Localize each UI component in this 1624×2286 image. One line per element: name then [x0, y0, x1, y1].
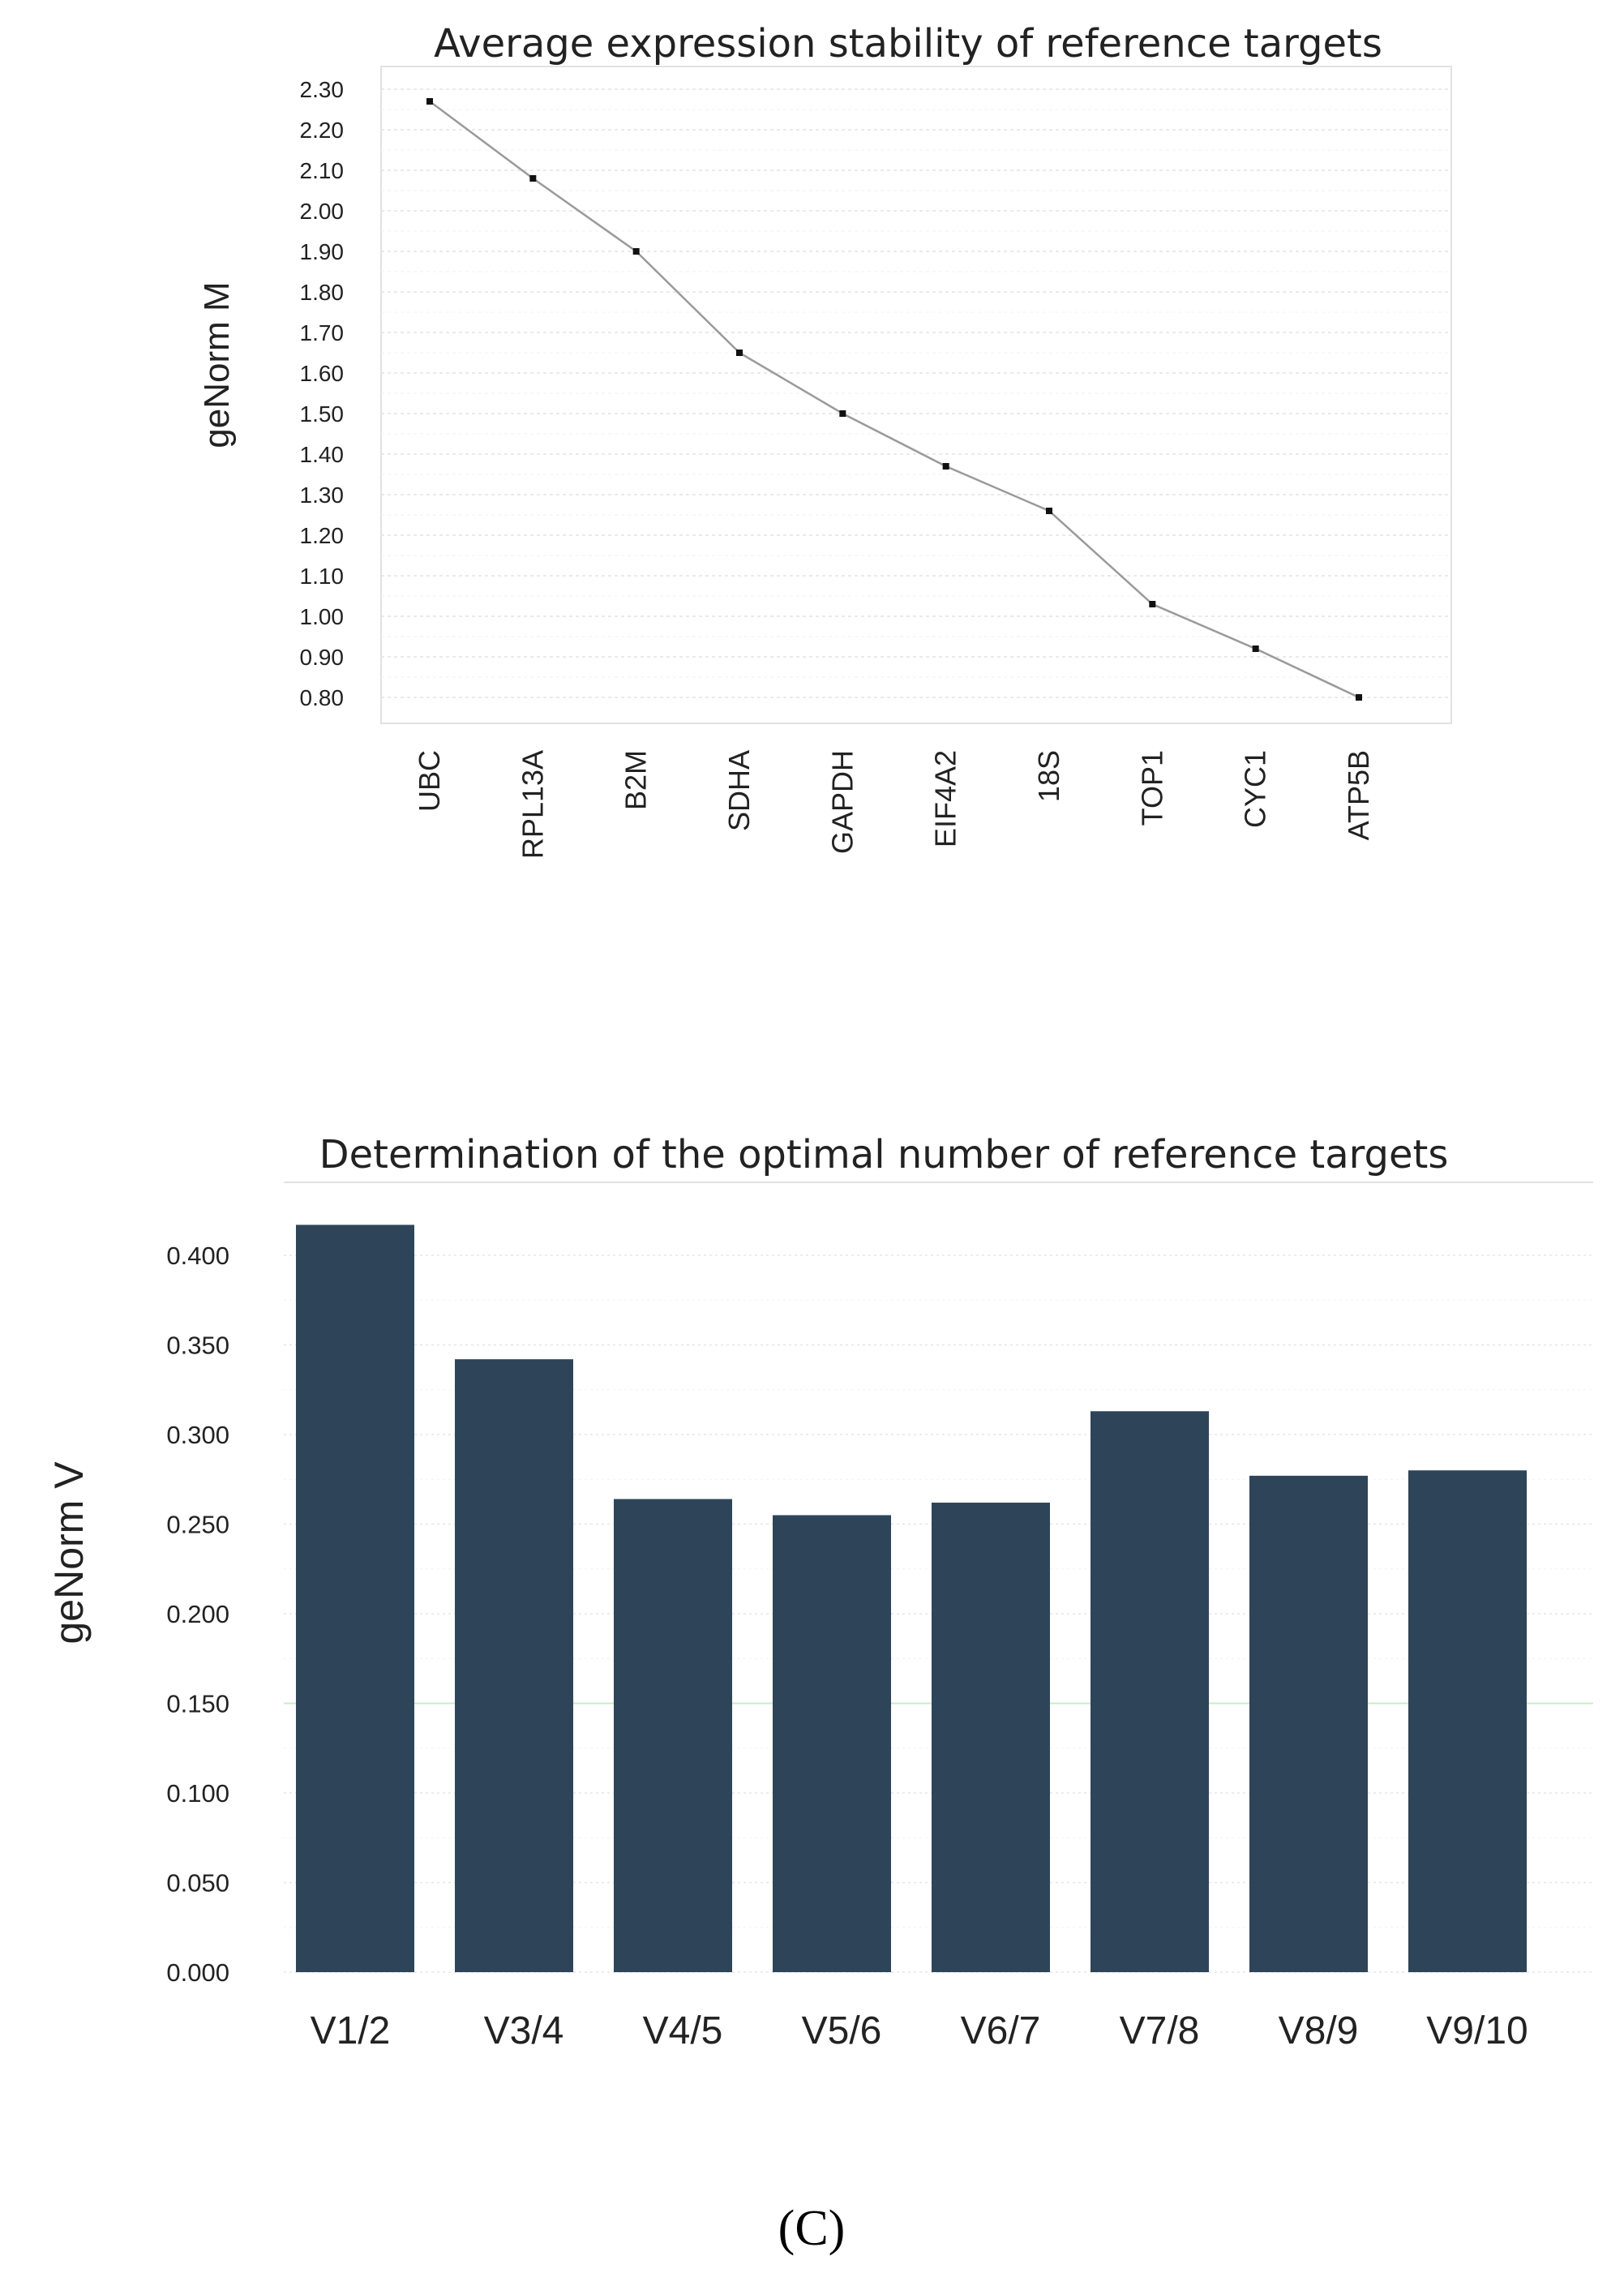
chart1-y-tick: 1.00: [300, 604, 345, 629]
chart2-y-tick: 0.300: [166, 1421, 229, 1449]
chart1-x-tick-labels: UBC RPL13A B2M SDHA GAPDH EIF4A2 18S TOP1 CYC1 AT…: [413, 750, 1375, 859]
chart1-point: [426, 98, 433, 105]
chart1-y-tick: 2.00: [300, 199, 345, 224]
chart1-point: [1149, 601, 1156, 607]
chart1-x-tick: CYC1: [1239, 750, 1272, 828]
chart1-point: [1356, 694, 1362, 701]
chart2-bar: [614, 1499, 732, 1972]
chart2-y-tick: 0.200: [166, 1600, 229, 1628]
chart2-x-tick: V6/7: [961, 2009, 1041, 2052]
chart1-points: [426, 98, 1362, 701]
chart2-bar: [1408, 1470, 1527, 1972]
chart2-y-tick: 0.350: [166, 1332, 229, 1360]
chart2-x-tick: V7/8: [1120, 2009, 1200, 2052]
chart1-point: [942, 463, 949, 470]
figure-caption: (C): [778, 2201, 846, 2256]
chart2-bar: [1249, 1475, 1368, 1972]
chart2-y-tick: 0.150: [166, 1690, 229, 1718]
chart2-x-tick: V9/10: [1426, 2009, 1528, 2052]
chart1-x-tick: B2M: [619, 750, 653, 810]
chart1-x-tick: SDHA: [722, 750, 756, 831]
chart1-x-tick: 18S: [1032, 750, 1065, 802]
chart1-x-tick: RPL13A: [516, 750, 549, 859]
chart1-point: [529, 175, 537, 182]
chart2-bar: [296, 1224, 414, 1972]
chart1-y-tick: 1.90: [300, 239, 345, 264]
chart2-x-tick: V8/9: [1279, 2009, 1359, 2052]
chart1-y-tick: 1.30: [300, 483, 345, 508]
chart2-x-tick-labels: V1/2 V3/4 V4/5 V5/6 V6/7 V7/8 V8/9 V9/10: [311, 2009, 1528, 2052]
chart1-series-line: [429, 100, 1360, 699]
chart1-y-axis-label: geNorm M: [197, 281, 237, 448]
chart2-y-tick: 0.050: [166, 1869, 229, 1898]
chart2-y-axis-label: geNorm V: [46, 1461, 92, 1645]
chart1-y-tick-labels: 0.80 0.90 1.00 1.10 1.20 1.30 1.40 1.50 1.60 1.70…: [300, 77, 345, 710]
chart2-x-tick: V3/4: [484, 2009, 564, 2052]
chart2-x-tick: V4/5: [643, 2009, 723, 2052]
chart1-y-tick: 1.70: [300, 320, 345, 345]
chart1-y-tick: 2.20: [300, 118, 345, 143]
chart1-title: Average expression stability of referenc…: [434, 21, 1382, 66]
chart2-y-tick: 0.100: [166, 1779, 229, 1808]
chart1-y-tick: 1.80: [300, 280, 345, 305]
chart1-plot-frame: [380, 66, 1452, 724]
chart2-y-tick: 0.250: [166, 1511, 229, 1539]
chart1-y-tick: 2.30: [300, 77, 345, 102]
chart2-y-tick: 0.400: [166, 1242, 229, 1270]
chart2-y-tick: 0.000: [166, 1958, 229, 1987]
chart2-bar: [932, 1502, 1050, 1972]
chart1-y-tick: 1.40: [300, 442, 345, 467]
genorm-v-bar-chart: Determination of the optimal number of r…: [46, 1132, 1593, 2052]
chart1-y-tick: 1.10: [300, 564, 345, 589]
chart1-point: [1046, 508, 1052, 514]
chart1-y-tick: 1.50: [300, 401, 345, 427]
chart2-title: Determination of the optimal number of r…: [319, 1132, 1449, 1177]
chart1-y-tick: 2.10: [300, 158, 345, 183]
chart1-point: [1252, 645, 1259, 652]
chart1-y-tick: 0.90: [300, 645, 345, 670]
chart1-y-tick: 1.20: [300, 523, 345, 548]
chart2-bar: [455, 1359, 573, 1972]
chart1-x-tick: TOP1: [1135, 750, 1168, 826]
chart2-y-tick-labels: 0.000 0.050 0.100 0.150 0.200 0.250 0.300 0.350…: [166, 1242, 229, 1987]
chart1-x-tick: ATP5B: [1342, 750, 1375, 840]
chart1-x-tick: EIF4A2: [929, 750, 962, 847]
stability-line-chart: Average expression stability of referenc…: [197, 21, 1452, 859]
chart1-x-tick: UBC: [413, 750, 446, 812]
chart1-point: [839, 410, 846, 417]
chart2-x-tick: V1/2: [311, 2009, 391, 2052]
chart2-bar: [1091, 1411, 1209, 1972]
chart1-x-tick: GAPDH: [825, 750, 859, 854]
chart1-gridlines: [381, 88, 1451, 698]
chart2-bar: [773, 1515, 891, 1972]
chart2-x-tick: V5/6: [802, 2009, 882, 2052]
chart1-point: [736, 350, 743, 356]
chart1-y-tick: 1.60: [300, 361, 345, 386]
chart1-point: [632, 248, 640, 255]
chart2-bars: [296, 1224, 1527, 1972]
chart1-y-tick: 0.80: [300, 685, 345, 710]
